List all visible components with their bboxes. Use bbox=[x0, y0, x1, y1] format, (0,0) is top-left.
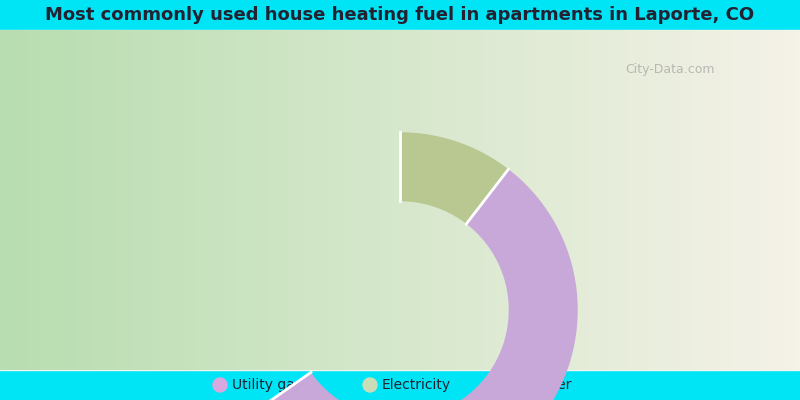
Text: City-Data.com: City-Data.com bbox=[626, 64, 714, 76]
Bar bbox=[0, 370, 800, 400]
Circle shape bbox=[363, 378, 377, 392]
Text: Utility gas: Utility gas bbox=[232, 378, 302, 392]
Bar bbox=[0, 0, 800, 30]
Circle shape bbox=[213, 378, 227, 392]
Text: Most commonly used house heating fuel in apartments in Laporte, CO: Most commonly used house heating fuel in… bbox=[46, 6, 754, 24]
Text: Other: Other bbox=[532, 378, 571, 392]
Polygon shape bbox=[400, 132, 509, 224]
Polygon shape bbox=[254, 169, 578, 400]
Bar bbox=[0, 30, 800, 370]
Text: Electricity: Electricity bbox=[382, 378, 451, 392]
Circle shape bbox=[513, 378, 527, 392]
